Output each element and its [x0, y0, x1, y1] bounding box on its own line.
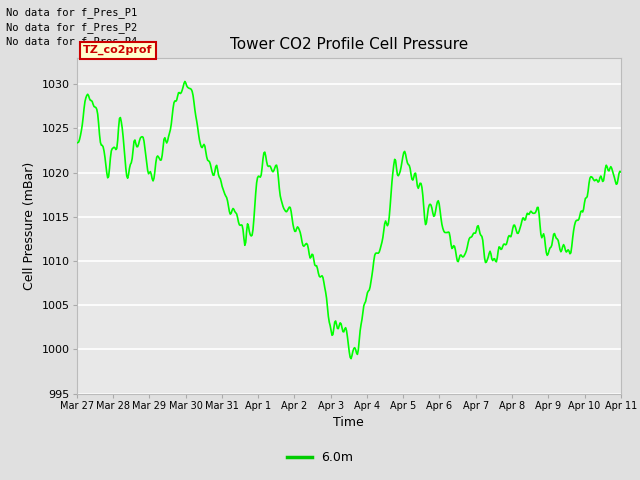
Text: TZ_co2prof: TZ_co2prof [83, 45, 153, 55]
Legend: 6.0m: 6.0m [282, 446, 358, 469]
Y-axis label: Cell Pressure (mBar): Cell Pressure (mBar) [23, 161, 36, 290]
X-axis label: Time: Time [333, 416, 364, 429]
Text: No data for f_Pres_P2: No data for f_Pres_P2 [6, 22, 138, 33]
Title: Tower CO2 Profile Cell Pressure: Tower CO2 Profile Cell Pressure [230, 37, 468, 52]
Text: No data for f_Pres_P1: No data for f_Pres_P1 [6, 7, 138, 18]
Text: No data for f_Pres_P4: No data for f_Pres_P4 [6, 36, 138, 47]
